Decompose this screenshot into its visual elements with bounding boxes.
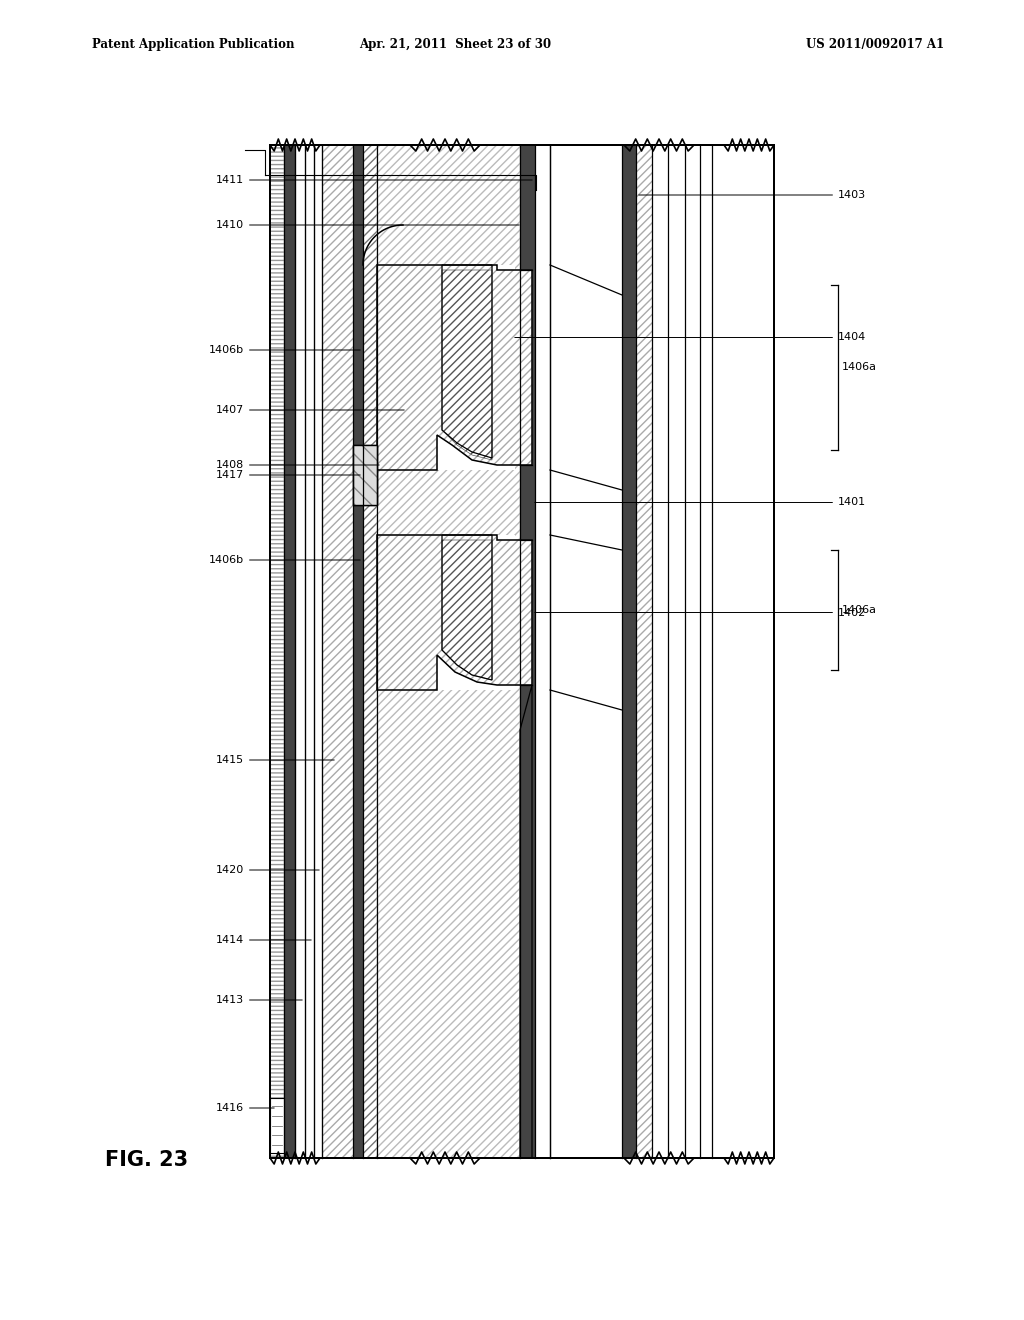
Bar (270, 1098, 284, 1152)
Text: 1403: 1403 (639, 190, 866, 201)
Bar (353, 445, 377, 506)
Polygon shape (442, 540, 492, 680)
Text: 1407: 1407 (216, 405, 404, 414)
Text: Patent Application Publication: Patent Application Publication (92, 38, 295, 51)
Bar (362, 145, 377, 1158)
Bar (377, 535, 515, 690)
Text: US 2011/0092017 A1: US 2011/0092017 A1 (806, 38, 944, 51)
Bar (377, 145, 520, 1158)
Text: 1411: 1411 (216, 176, 532, 185)
Polygon shape (377, 265, 532, 470)
Bar (377, 265, 515, 470)
Text: 1402: 1402 (535, 607, 866, 618)
Bar (550, 145, 622, 1158)
Text: 1406b: 1406b (209, 345, 360, 355)
Text: 1406a: 1406a (842, 605, 877, 615)
Text: 1417: 1417 (216, 470, 360, 480)
Text: 1415: 1415 (216, 755, 334, 766)
Polygon shape (377, 535, 532, 690)
Polygon shape (442, 271, 492, 459)
Text: FIG. 23: FIG. 23 (105, 1150, 188, 1170)
Text: 1408: 1408 (216, 459, 379, 470)
Bar (353, 145, 362, 1158)
Text: 1416: 1416 (216, 1104, 274, 1113)
Bar (322, 145, 353, 1158)
Bar (353, 445, 377, 506)
Text: 1406a: 1406a (842, 363, 877, 372)
Bar (622, 145, 730, 1158)
Text: 1401: 1401 (535, 498, 866, 507)
Bar (622, 145, 636, 1158)
Text: 1414: 1414 (216, 935, 311, 945)
Text: 1420: 1420 (216, 865, 319, 875)
Text: 1406b: 1406b (209, 554, 360, 565)
Bar (270, 145, 284, 1158)
Bar (636, 145, 652, 1158)
Text: Apr. 21, 2011  Sheet 23 of 30: Apr. 21, 2011 Sheet 23 of 30 (359, 38, 551, 51)
Bar (284, 145, 295, 1158)
Text: 1410: 1410 (216, 220, 519, 230)
Bar (353, 445, 377, 506)
Bar (520, 145, 535, 1158)
Text: 1413: 1413 (216, 995, 302, 1005)
Text: 1404: 1404 (515, 333, 866, 342)
